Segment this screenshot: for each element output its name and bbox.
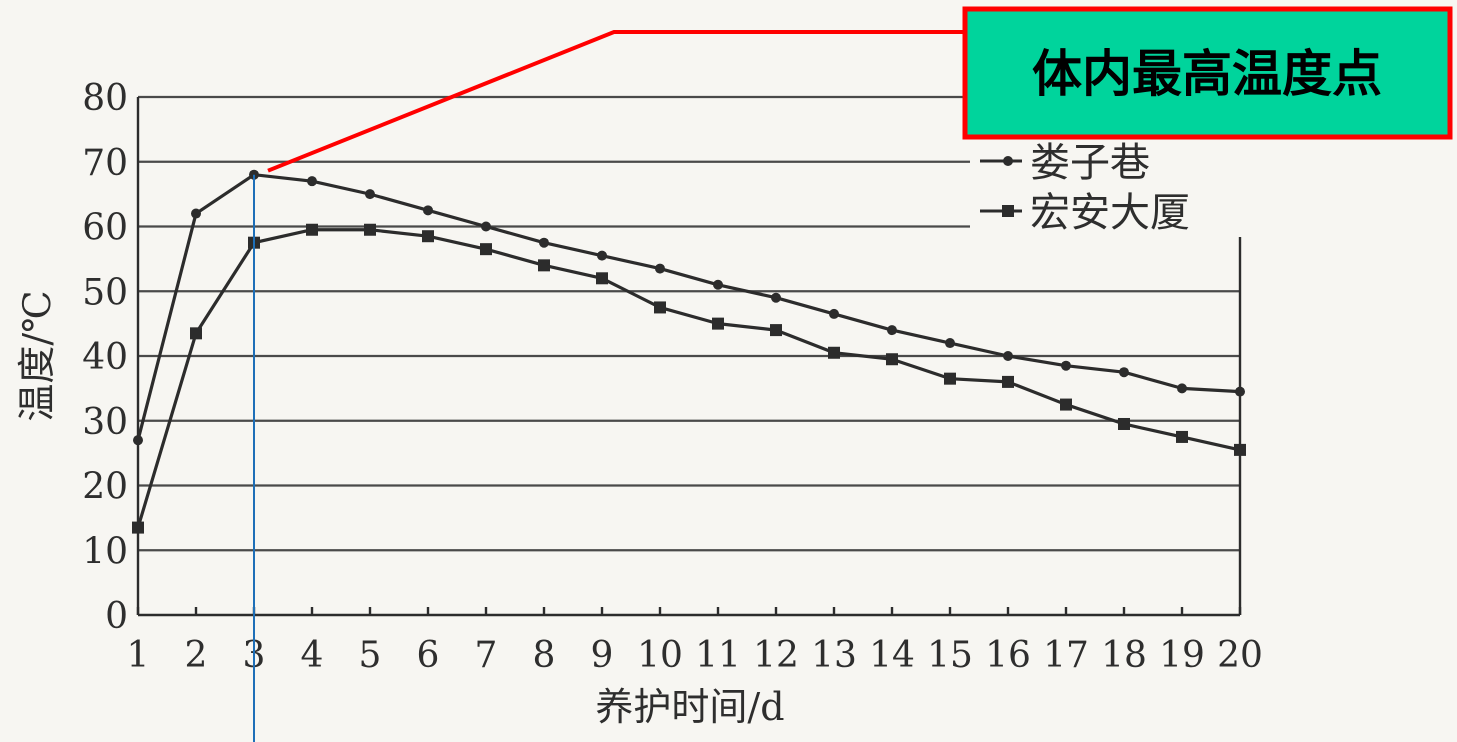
- series-2-point-8: [538, 259, 550, 272]
- x-tick-label-5: 5: [359, 635, 382, 676]
- series-1-point-16: [1003, 351, 1013, 361]
- series-1-point-6: [423, 205, 433, 216]
- y-tick-label-30: 30: [82, 402, 128, 443]
- series-1-point-20: [1235, 386, 1245, 397]
- series-2-point-17: [1060, 398, 1072, 411]
- series-1-point-9: [597, 250, 607, 261]
- series-line-1: [136, 173, 1241, 441]
- legend-background: [970, 137, 1250, 237]
- series-1-point-8: [539, 237, 549, 248]
- annotation-label: 体内最高温度点: [1032, 45, 1382, 103]
- series-2-point-13: [828, 346, 840, 359]
- series-2-point-18: [1118, 417, 1130, 430]
- series-1-point-14: [887, 325, 897, 336]
- series-2-point-20: [1234, 443, 1246, 456]
- legend-marker-series-1: [1003, 156, 1013, 166]
- x-axis-title: 养护时间/d: [595, 685, 784, 729]
- series-2-point-10: [654, 301, 666, 314]
- series-2-point-5: [364, 223, 376, 236]
- x-tick-label-13: 13: [811, 635, 857, 676]
- series-1-point-15: [945, 338, 955, 349]
- legend-label-series-2: 宏安大厦: [1030, 190, 1190, 236]
- x-tick-label-9: 9: [591, 635, 614, 676]
- series-1-point-4: [307, 176, 317, 187]
- series-2-point-4: [306, 223, 318, 236]
- annotation-layer: 体内最高温度点: [253, 6, 1453, 742]
- series-2-point-14: [886, 353, 898, 366]
- series-1-point-12: [771, 292, 781, 303]
- y-tick-label-10: 10: [82, 531, 128, 572]
- series-2-point-15: [944, 372, 956, 385]
- x-tick-label-11: 11: [695, 635, 741, 676]
- series-2-point-6: [422, 230, 434, 243]
- x-tick-label-7: 7: [475, 635, 498, 676]
- y-tick-label-80: 80: [82, 78, 128, 119]
- y-tick-label-60: 60: [82, 208, 128, 249]
- x-tick-label-4: 4: [301, 635, 324, 676]
- series-2-point-16: [1002, 375, 1014, 388]
- x-tick-label-17: 17: [1043, 635, 1089, 676]
- series-2-point-7: [480, 243, 492, 256]
- y-tick-label-40: 40: [82, 337, 128, 378]
- series-2-point-2: [190, 327, 202, 340]
- series-1-point-11: [713, 279, 723, 290]
- y-tick-label-50: 50: [82, 272, 128, 313]
- x-tick-label-12: 12: [753, 635, 799, 676]
- series-1-point-7: [481, 221, 491, 232]
- y-tick-label-0: 0: [105, 596, 128, 637]
- series-1-point-19: [1177, 383, 1187, 394]
- series-2-point-12: [770, 324, 782, 337]
- series-1-point-5: [365, 189, 375, 200]
- x-tick-label-15: 15: [927, 635, 973, 676]
- series-2-point-19: [1176, 430, 1188, 443]
- series-2-point-1: [132, 521, 144, 534]
- x-tick-label-8: 8: [533, 635, 556, 676]
- series-1-point-2: [191, 208, 201, 219]
- x-tick-label-6: 6: [417, 635, 440, 676]
- y-tick-label-20: 20: [82, 467, 128, 508]
- y-axis-title: 温度/℃: [15, 290, 59, 421]
- legend: 娄子巷 宏安大厦: [970, 137, 1250, 237]
- y-tick-label-70: 70: [82, 143, 128, 184]
- series-1-point-18: [1119, 367, 1129, 378]
- legend-marker-series-2: [1002, 205, 1014, 217]
- series-line-2: [136, 228, 1241, 529]
- x-tick-label-1: 1: [127, 635, 150, 676]
- x-tick-label-2: 2: [185, 635, 208, 676]
- x-tick-label-14: 14: [869, 635, 915, 676]
- series-1-point-1: [133, 435, 143, 446]
- x-tick-label-19: 19: [1159, 635, 1205, 676]
- series-2-point-9: [596, 272, 608, 285]
- x-tick-label-10: 10: [637, 635, 683, 676]
- series-2-point-11: [712, 317, 724, 330]
- x-tick-label-20: 20: [1217, 635, 1263, 676]
- legend-label-series-1: 娄子巷: [1030, 140, 1150, 186]
- x-tick-label-18: 18: [1101, 635, 1147, 676]
- annotation-box: [962, 6, 1453, 140]
- series-1-point-13: [829, 308, 839, 319]
- x-tick-label-16: 16: [985, 635, 1031, 676]
- grid-layer: [138, 95, 1240, 552]
- series-1-point-17: [1061, 360, 1071, 371]
- annotation-leader-line: [267, 30, 965, 173]
- series-1-point-10: [655, 263, 665, 274]
